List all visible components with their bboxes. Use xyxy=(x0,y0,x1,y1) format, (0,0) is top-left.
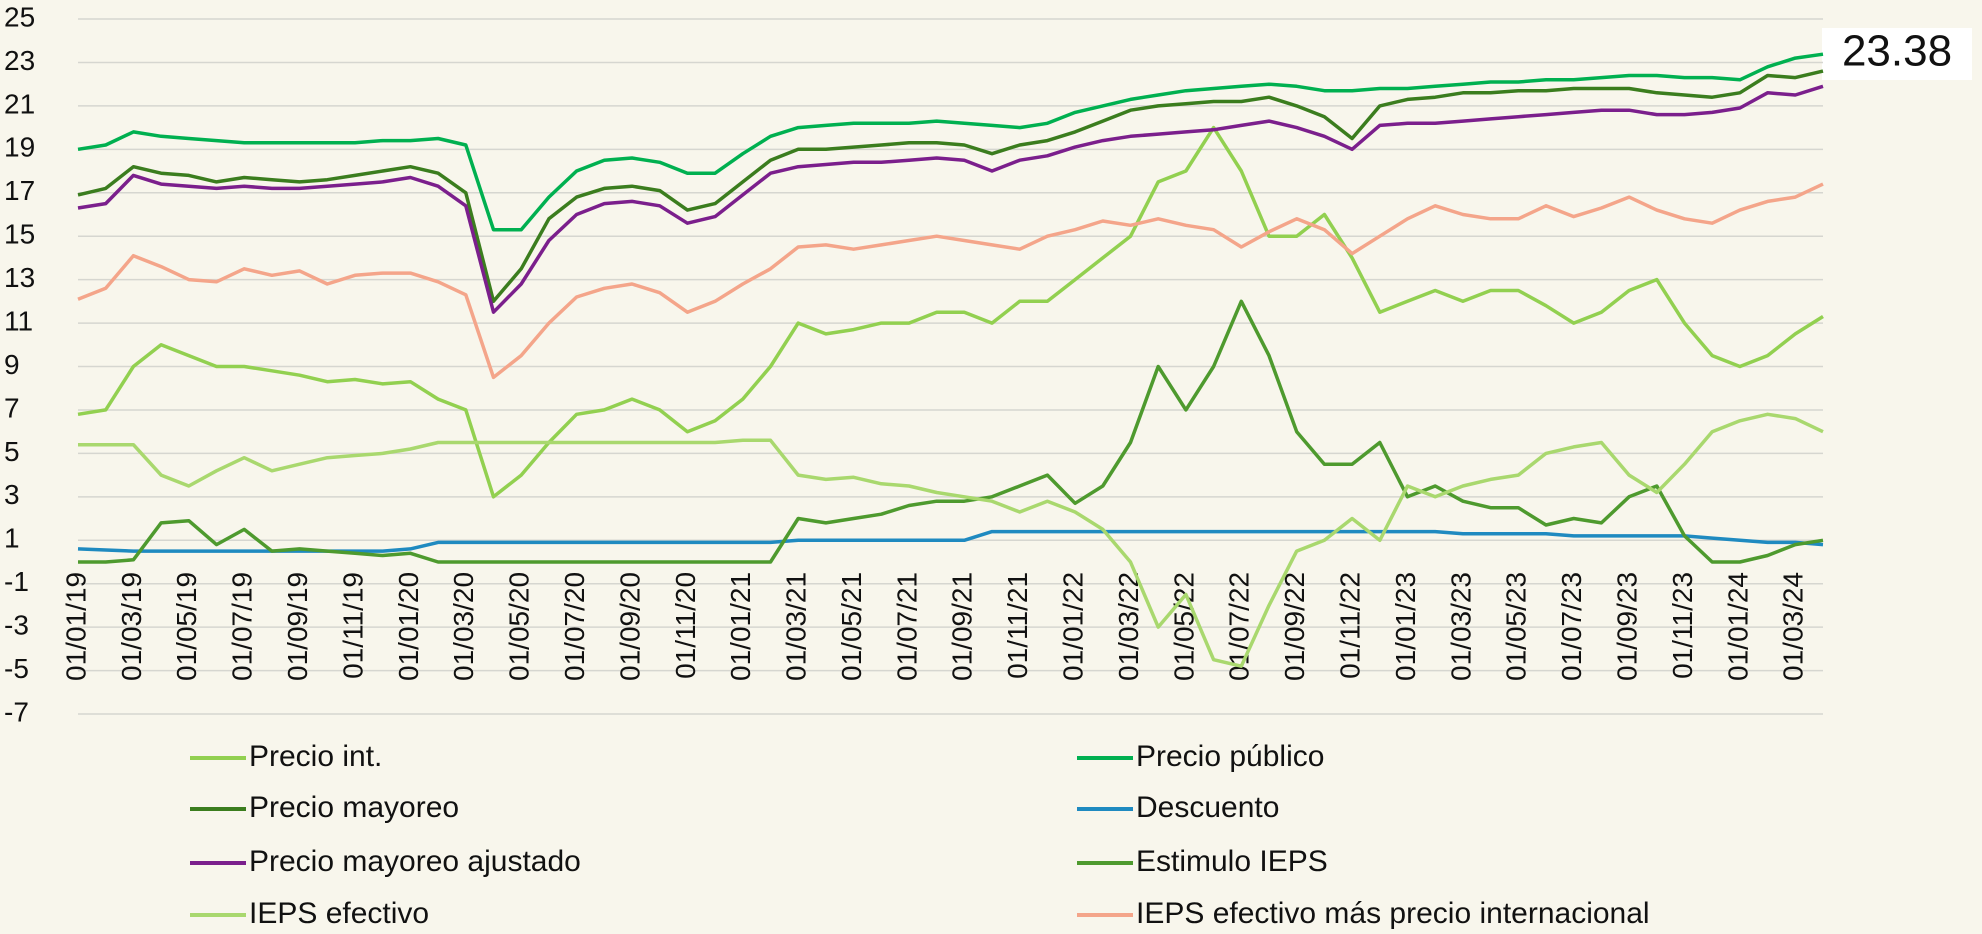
series-line xyxy=(78,299,1824,564)
x-tick-label: 01/09/20 xyxy=(614,572,645,681)
annotation: 23.38 xyxy=(1842,27,1952,76)
x-tick-label: 01/11/21 xyxy=(1002,572,1033,679)
series-line xyxy=(77,52,1824,232)
x-tick-label: 01/09/22 xyxy=(1279,572,1310,681)
y-tick-label: -3 xyxy=(4,610,29,641)
series-line xyxy=(78,412,1824,668)
x-tick-label: 01/05/20 xyxy=(504,572,535,681)
series-line xyxy=(77,529,1824,553)
y-tick-label: 15 xyxy=(4,219,35,250)
series-line xyxy=(77,125,1824,499)
x-tick-label: 01/03/22 xyxy=(1113,572,1144,681)
legend-label: Precio público xyxy=(1136,740,1324,773)
y-tick-label: -7 xyxy=(4,696,29,727)
x-tick-label: 01/01/22 xyxy=(1058,572,1089,681)
y-tick-label: 21 xyxy=(4,88,35,119)
x-tick-label: 01/09/19 xyxy=(282,572,313,681)
x-tick-label: 01/07/21 xyxy=(891,572,922,681)
x-tick-label: 01/01/21 xyxy=(725,572,756,681)
x-tick-label: 01/09/23 xyxy=(1612,572,1643,681)
series-line xyxy=(77,182,1824,380)
legend-label: Precio int. xyxy=(249,740,382,773)
y-tick-label: 9 xyxy=(4,349,20,380)
legend-label: Descuento xyxy=(1136,791,1279,824)
y-tick-label: 1 xyxy=(4,523,20,554)
x-tick-label: 01/05/19 xyxy=(171,572,202,681)
x-tick-label: 01/03/21 xyxy=(781,572,812,681)
x-tick-label: 01/05/22 xyxy=(1168,572,1199,681)
x-tick-label: 01/03/24 xyxy=(1778,572,1809,681)
x-tick-label: 01/07/23 xyxy=(1556,572,1587,681)
y-tick-label: 5 xyxy=(4,436,20,467)
x-tick-label: 01/03/23 xyxy=(1445,572,1476,681)
annotation-box xyxy=(1822,28,1972,80)
x-tick-label: 01/11/22 xyxy=(1335,572,1366,679)
legend-label: Estimulo IEPS xyxy=(1136,845,1328,878)
y-tick-label: 7 xyxy=(4,392,20,423)
x-tick-label: 01/05/21 xyxy=(836,572,867,681)
y-tick-label: 17 xyxy=(4,175,35,206)
x-tick-label: 01/07/19 xyxy=(227,572,258,681)
y-tick-label: -5 xyxy=(4,653,29,684)
x-tick-label: 01/05/23 xyxy=(1501,572,1532,681)
x-tick-label: 01/01/20 xyxy=(393,572,424,681)
x-tick-label: 01/01/24 xyxy=(1722,572,1753,681)
x-tick-label: 01/11/19 xyxy=(337,572,368,679)
legend-label: IEPS efectivo xyxy=(249,897,429,930)
y-tick-label: 23 xyxy=(4,45,35,76)
y-tick-label: 13 xyxy=(4,262,35,293)
x-tick-label: 01/11/20 xyxy=(670,572,701,679)
x-tick-label: 01/01/23 xyxy=(1390,572,1421,681)
legend-label: Precio mayoreo ajustado xyxy=(249,845,581,878)
y-tick-label: -1 xyxy=(4,566,29,597)
y-tick-label: 11 xyxy=(4,305,33,336)
legend-label: Precio mayoreo xyxy=(249,791,459,824)
x-tick-label: 01/03/20 xyxy=(448,572,479,681)
y-tick-label: 25 xyxy=(4,1,35,32)
x-tick-label: 01/07/20 xyxy=(559,572,590,681)
x-tick-label: 01/03/19 xyxy=(116,572,147,681)
x-tick-label: 01/09/21 xyxy=(947,572,978,681)
x-tick-label: 01/01/19 xyxy=(60,572,91,681)
legend-label: IEPS efectivo más precio internacional xyxy=(1136,897,1650,930)
series-line xyxy=(77,84,1824,314)
series-line xyxy=(77,69,1824,304)
x-tick-label: 01/11/23 xyxy=(1667,572,1698,679)
y-tick-label: 3 xyxy=(4,479,20,510)
y-tick-label: 19 xyxy=(4,132,35,163)
